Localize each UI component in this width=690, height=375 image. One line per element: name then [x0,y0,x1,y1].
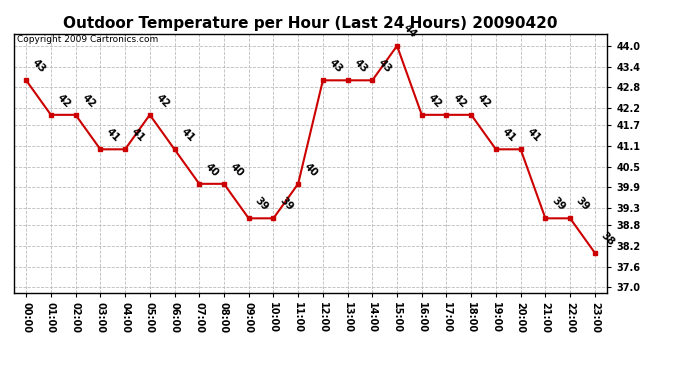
Text: 42: 42 [475,92,493,109]
Title: Outdoor Temperature per Hour (Last 24 Hours) 20090420: Outdoor Temperature per Hour (Last 24 Ho… [63,16,558,31]
Text: 42: 42 [426,92,444,109]
Text: Copyright 2009 Cartronics.com: Copyright 2009 Cartronics.com [17,35,158,44]
Text: 42: 42 [451,92,468,109]
Text: 41: 41 [129,126,147,144]
Text: 39: 39 [574,195,591,213]
Text: 39: 39 [277,195,295,213]
Text: 38: 38 [599,230,616,247]
Text: 44: 44 [401,23,419,40]
Text: 39: 39 [253,195,270,213]
Text: 43: 43 [30,57,48,75]
Text: 42: 42 [80,92,97,109]
Text: 39: 39 [549,195,566,213]
Text: 41: 41 [179,126,196,144]
Text: 41: 41 [104,126,122,144]
Text: 43: 43 [352,57,369,75]
Text: 40: 40 [302,161,319,178]
Text: 41: 41 [525,126,542,144]
Text: 43: 43 [377,57,394,75]
Text: 40: 40 [228,161,246,178]
Text: 43: 43 [327,57,344,75]
Text: 41: 41 [500,126,518,144]
Text: 42: 42 [154,92,171,109]
Text: 42: 42 [55,92,72,109]
Text: 40: 40 [204,161,221,178]
